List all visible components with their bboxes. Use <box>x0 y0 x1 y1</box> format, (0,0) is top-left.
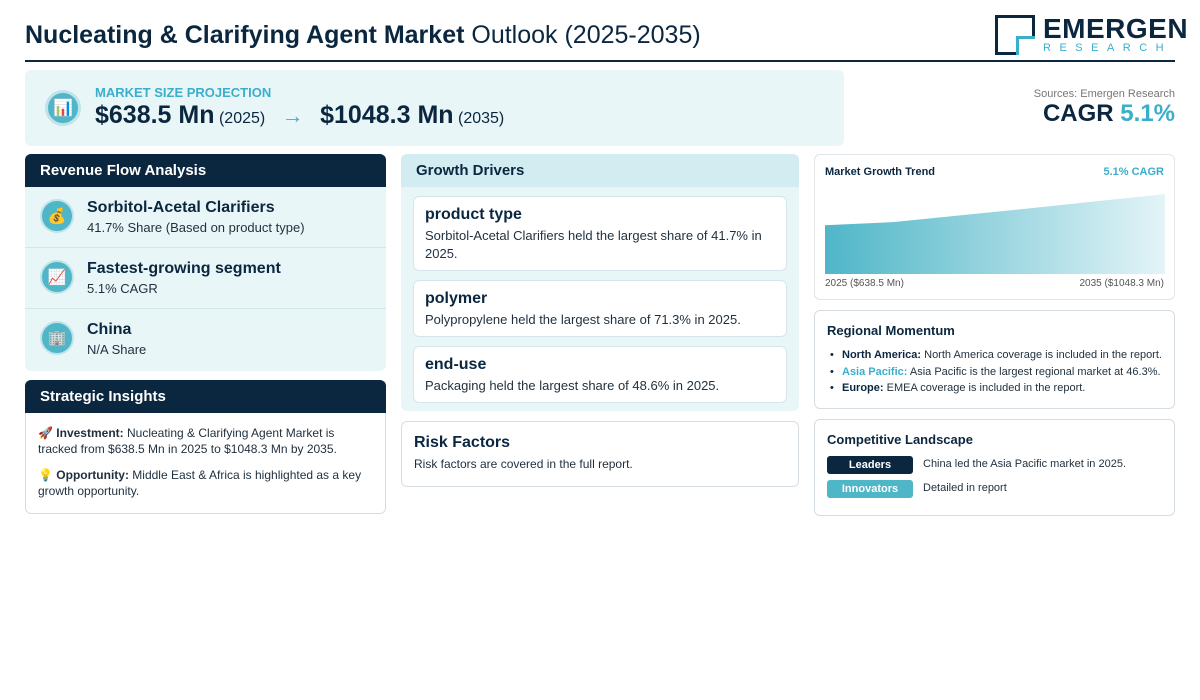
strategic-insights-card: Strategic Insights 🚀 Investment: Nucleat… <box>25 380 386 514</box>
driver-item: end-use Packaging held the largest share… <box>413 346 787 403</box>
opportunity-insight: 💡 Opportunity: Middle East & Africa is h… <box>38 467 373 499</box>
investment-text: Nucleating & Clarifying Agent Market is … <box>38 426 337 456</box>
emergen-logo: EMERGEN RESEARCH <box>995 14 1188 56</box>
chart-up-icon: 📈 <box>40 260 74 294</box>
trend-title: Market Growth Trend <box>825 166 936 178</box>
cagr-value: 5.1% <box>1120 100 1175 127</box>
driver-description: Sorbitol-Acetal Clarifiers held the larg… <box>425 228 762 261</box>
end-year: (2035) <box>458 110 505 127</box>
competitive-landscape-title: Competitive Landscape <box>827 432 973 447</box>
driver-description: Polypropylene held the largest share of … <box>425 312 741 327</box>
market-growth-trend-card: Market Growth Trend 5.1% CAGR 2025 ($638… <box>814 154 1175 300</box>
logo-mark-icon <box>995 15 1035 55</box>
title-bold: Nucleating & Clarifying Agent Market <box>25 21 465 49</box>
opportunity-text: Middle East & Africa is highlighted as a… <box>38 468 362 498</box>
logo-subtitle: RESEARCH <box>1043 42 1173 54</box>
list-item: Europe: EMEA coverage is included in the… <box>827 380 1162 397</box>
investment-label: Investment: <box>56 426 124 440</box>
region-text: North America coverage is included in th… <box>921 349 1162 361</box>
trend-start-label: 2025 ($638.5 Mn) <box>825 278 904 289</box>
market-size-projection: 📊 MARKET SIZE PROJECTION $638.5 Mn (2025… <box>25 70 844 146</box>
competitive-row: Leaders China led the Asia Pacific marke… <box>827 456 1162 480</box>
list-item: North America: North America coverage is… <box>827 347 1162 364</box>
revenue-flow-card: Revenue Flow Analysis 💰 Sorbitol-Acetal … <box>25 154 386 371</box>
strategic-insights-title: Strategic Insights <box>25 380 386 413</box>
lightbulb-icon: 💡 <box>38 468 53 482</box>
trend-end-label: 2035 ($1048.3 Mn) <box>1079 278 1164 289</box>
revenue-item-title: China <box>87 321 132 338</box>
revenue-item-title: Fastest-growing segment <box>87 260 281 277</box>
cagr-summary: CAGR 5.1% <box>1043 100 1175 128</box>
region-label: Europe: <box>842 382 884 394</box>
revenue-item-title: Sorbitol-Acetal Clarifiers <box>87 199 275 216</box>
driver-title: polymer <box>425 290 488 307</box>
logo-name: EMERGEN <box>1043 13 1189 44</box>
projection-values: $638.5 Mn (2025) → $1048.3 Mn (2035) <box>95 101 504 130</box>
list-item: 📈 Fastest-growing segment 5.1% CAGR <box>25 248 386 309</box>
driver-item: product type Sorbitol-Acetal Clarifiers … <box>413 196 787 271</box>
region-text: EMEA coverage is included in the report. <box>883 382 1086 394</box>
driver-title: end-use <box>425 356 487 373</box>
revenue-flow-title: Revenue Flow Analysis <box>25 154 386 187</box>
revenue-item-subtitle: 41.7% Share (Based on product type) <box>87 220 305 235</box>
competitive-text: China led the Asia Pacific market in 202… <box>923 458 1127 470</box>
investment-insight: 🚀 Investment: Nucleating & Clarifying Ag… <box>38 425 373 457</box>
risk-factors-description: Risk factors are covered in the full rep… <box>414 457 633 471</box>
arrow-right-icon: → <box>281 103 304 128</box>
regional-momentum-title: Regional Momentum <box>827 323 955 338</box>
growth-drivers-card: Growth Drivers product type Sorbitol-Ace… <box>401 154 799 411</box>
page-header: Nucleating & Clarifying Agent Market Out… <box>25 12 1188 62</box>
cagr-label: CAGR <box>1042 100 1114 127</box>
competitive-landscape-card: Competitive Landscape Leaders China led … <box>814 419 1175 516</box>
growth-drivers-title: Growth Drivers <box>401 154 799 187</box>
region-label: North America: <box>842 349 922 361</box>
start-year: (2025) <box>218 110 266 127</box>
regional-list: North America: North America coverage is… <box>827 347 1162 397</box>
revenue-item-subtitle: 5.1% CAGR <box>87 281 158 296</box>
start-value: $638.5 Mn <box>95 101 215 129</box>
building-icon: 🏢 <box>40 321 74 355</box>
region-text: Asia Pacific is the largest regional mar… <box>907 365 1161 378</box>
regional-momentum-card: Regional Momentum North America: North A… <box>814 310 1175 409</box>
driver-description: Packaging held the largest share of 48.6… <box>425 378 720 393</box>
driver-title: product type <box>425 206 522 223</box>
competitive-text: Detailed in report <box>923 482 1007 494</box>
bar-chart-icon: 📊 <box>45 90 81 126</box>
page-title: Nucleating & Clarifying Agent Market Out… <box>25 21 701 50</box>
opportunity-label: Opportunity: <box>56 468 129 482</box>
title-rest: Outlook (2025-2035) <box>464 21 701 49</box>
trend-cagr: 5.1% CAGR <box>1103 166 1164 178</box>
growth-area-chart <box>825 194 1165 274</box>
leaders-badge: Leaders <box>827 456 913 474</box>
region-label: Asia Pacific: <box>842 365 908 378</box>
driver-item: polymer Polypropylene held the largest s… <box>413 280 787 337</box>
rocket-icon: 🚀 <box>38 426 53 440</box>
risk-factors-card: Risk Factors Risk factors are covered in… <box>401 421 799 487</box>
money-bag-icon: 💰 <box>40 199 74 233</box>
risk-factors-title: Risk Factors <box>414 434 511 451</box>
list-item: 💰 Sorbitol-Acetal Clarifiers 41.7% Share… <box>25 187 386 248</box>
revenue-item-subtitle: N/A Share <box>87 342 147 357</box>
list-item: Asia Pacific: Asia Pacific is the larges… <box>827 364 1162 381</box>
innovators-badge: Innovators <box>827 480 913 498</box>
sources-text: Sources: Emergen Research <box>1033 88 1175 100</box>
growth-area <box>825 194 1165 274</box>
end-value: $1048.3 Mn <box>320 101 454 129</box>
competitive-row: Innovators Detailed in report <box>827 480 1162 504</box>
list-item: 🏢 China N/A Share <box>25 309 386 370</box>
projection-label: MARKET SIZE PROJECTION <box>95 85 272 100</box>
